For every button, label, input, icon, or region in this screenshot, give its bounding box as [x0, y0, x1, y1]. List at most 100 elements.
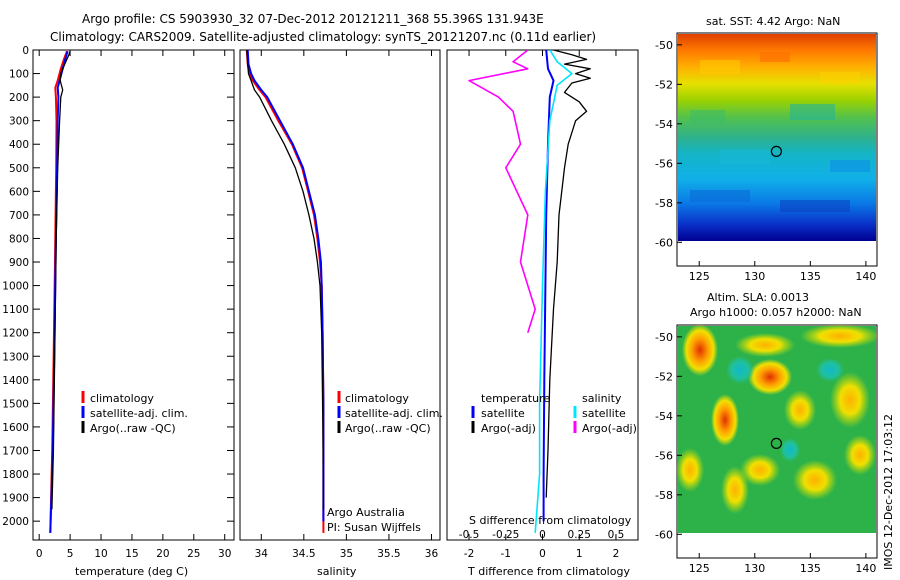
sla-heatmap-blobs: [676, 324, 880, 514]
sla-map-y-tick-label: -60: [655, 528, 673, 541]
salinity-x-tick-label: 35.5: [377, 548, 400, 560]
temperature-x-tick-label: 15: [125, 548, 138, 560]
imos-timestamp-label: IMOS 12-Dec-2012 17:03:12: [882, 414, 895, 570]
difference-series-line: [545, 50, 591, 498]
temperature-x-ticks: 0 5 10 15 20 25 30: [36, 50, 231, 560]
salinity-series-line: [246, 50, 325, 522]
temperature-x-tick-label: 10: [94, 548, 107, 560]
difference-s-tick-label: 0: [539, 529, 546, 541]
temperature-legend: climatology satellite-adj. clim. Argo(..…: [81, 391, 188, 435]
difference-legend-salinity-title: salinity: [582, 392, 622, 405]
difference-t-tick-label: 2: [613, 548, 620, 560]
temperature-x-tick-label: 20: [156, 548, 169, 560]
depth-tick-label: 400: [9, 139, 29, 151]
difference-s-tick-label: -0.25: [492, 529, 519, 541]
depth-tick-label: 100: [9, 69, 29, 81]
sla-map-x-tick-label: 130: [744, 562, 765, 575]
depth-tick-label: 1000: [2, 281, 29, 293]
sla-map-y-tick-label: -58: [655, 489, 673, 502]
difference-legend: temperature satellite Argo(-adj) salinit…: [471, 392, 637, 435]
salinity-panel: 34 34.5 35 35.5 36 salinity climatology sate…: [239, 49, 443, 578]
sst-map-y-tick-label: -58: [655, 197, 673, 210]
sla-map-y-tick-label: -52: [655, 370, 673, 383]
depth-tick-label: 800: [9, 233, 29, 245]
temperature-series-line: [51, 50, 71, 510]
salinity-profiles: [245, 50, 325, 533]
difference-legend-temperature-title: temperature: [481, 392, 550, 405]
sst-map-x-tick-label: 130: [744, 270, 765, 283]
salinity-legend-climatology: climatology: [345, 392, 409, 405]
depth-tick-label: 1600: [2, 422, 29, 434]
difference-legend-s-satellite: satellite: [582, 407, 626, 420]
sla-map-title-line-1: Altim. SLA: 0.0013: [707, 291, 809, 304]
temperature-profiles: [49, 50, 71, 533]
difference-legend-t-satellite: satellite: [481, 407, 525, 420]
salinity-x-tick-label: 35: [340, 548, 353, 560]
depth-tick-label: 1500: [2, 398, 29, 410]
sst-map-x-tick-label: 125: [689, 270, 710, 283]
difference-series-line: [468, 50, 537, 333]
sla-map-x-tick-label: 125: [689, 562, 710, 575]
sst-map-x-tick-label: 135: [800, 270, 821, 283]
sst-map-y-tick-label: -56: [655, 157, 673, 170]
salinity-axes-box: [239, 49, 441, 541]
title-line-2: Climatology: CARS2009. Satellite-adjuste…: [50, 30, 596, 44]
difference-x-ticks: -2 -1 0 1 2: [464, 50, 620, 560]
sst-map-y-tick-label: -54: [655, 118, 673, 131]
sst-map-panel: sat. SST: 4.42 Argo: NaN 125 130 135 140 -50…: [655, 15, 878, 283]
salinity-legend-satellite: satellite-adj. clim.: [345, 407, 443, 420]
difference-series-line: [542, 50, 555, 522]
difference-t-tick-label: 1: [576, 548, 583, 560]
temperature-xlabel: temperature (deg C): [75, 565, 188, 578]
difference-t-tick-label: -1: [501, 548, 511, 560]
sst-map-y-tick-label: -60: [655, 236, 673, 249]
depth-tick-label: 900: [9, 257, 29, 269]
sst-argo-position-marker: [770, 145, 783, 157]
salinity-xlabel: salinity: [317, 565, 357, 578]
depth-tick-label: 1400: [2, 375, 29, 387]
sla-map-y-tick-label: -56: [655, 449, 673, 462]
depth-tick-label: 600: [9, 186, 29, 198]
difference-s-tick-label: 0.5: [608, 529, 625, 541]
sla-map-panel: Altim. SLA: 0.0013 Argo h1000: 0.057 h20…: [655, 291, 880, 575]
difference-t-tick-label: -2: [464, 548, 474, 560]
title-line-1: Argo profile: CS 5903930_32 07-Dec-2012 …: [82, 12, 544, 26]
depth-tick-label: 1100: [2, 304, 29, 316]
depth-tick-label: 500: [9, 163, 29, 175]
salinity-legend-argo: Argo(..raw -QC): [345, 422, 431, 435]
difference-s-ticks: -0.5 -0.25 0 0.25 0.5: [459, 529, 625, 541]
temperature-x-tick-label: 25: [187, 548, 200, 560]
depth-tick-label: 1300: [2, 351, 29, 363]
salinity-legend: climatology satellite-adj. clim. Argo(..…: [337, 391, 443, 435]
temperature-legend-satellite: satellite-adj. clim.: [90, 407, 188, 420]
temperature-x-tick-label: 5: [67, 548, 74, 560]
difference-s-tick-label: -0.5: [459, 529, 480, 541]
sla-map-x-tick-label: 140: [855, 562, 876, 575]
sla-map-x-tick-label: 135: [800, 562, 821, 575]
salinity-x-tick-label: 36: [425, 548, 439, 560]
sst-map-title: sat. SST: 4.42 Argo: NaN: [706, 15, 840, 28]
sla-map-ticks: 125 130 135 140 -50 -52 -54 -56 -58 -60: [655, 331, 876, 575]
difference-series-line: [534, 50, 573, 533]
sla-map-y-tick-label: -50: [655, 331, 673, 344]
salinity-series-line: [246, 50, 325, 510]
difference-legend-t-argo: Argo(-adj): [481, 422, 536, 435]
temperature-axes-box: [32, 49, 235, 541]
salinity-x-tick-label: 34.5: [292, 548, 315, 560]
difference-t-tick-label: 0: [539, 548, 546, 560]
sla-map-title-line-2: Argo h1000: 0.057 h2000: NaN: [690, 306, 862, 319]
sst-map-ticks: 125 130 135 140 -50 -52 -54 -56 -58 -60: [655, 39, 876, 283]
depth-tick-label: 1900: [2, 493, 29, 505]
depth-tick-label: 200: [9, 92, 29, 104]
depth-tick-label: 700: [9, 210, 29, 222]
difference-legend-s-argo: Argo(-adj): [582, 422, 637, 435]
difference-s-tick-label: 0.25: [568, 529, 591, 541]
sla-map-y-tick-label: -54: [655, 410, 673, 423]
sst-map-y-tick-label: -52: [655, 78, 673, 91]
temperature-legend-argo: Argo(..raw -QC): [90, 422, 176, 435]
temperature-x-tick-label: 30: [218, 548, 231, 560]
difference-profiles: [468, 50, 591, 533]
salinity-annotation-line-1: Argo Australia: [327, 506, 405, 519]
temperature-legend-climatology: climatology: [90, 392, 154, 405]
